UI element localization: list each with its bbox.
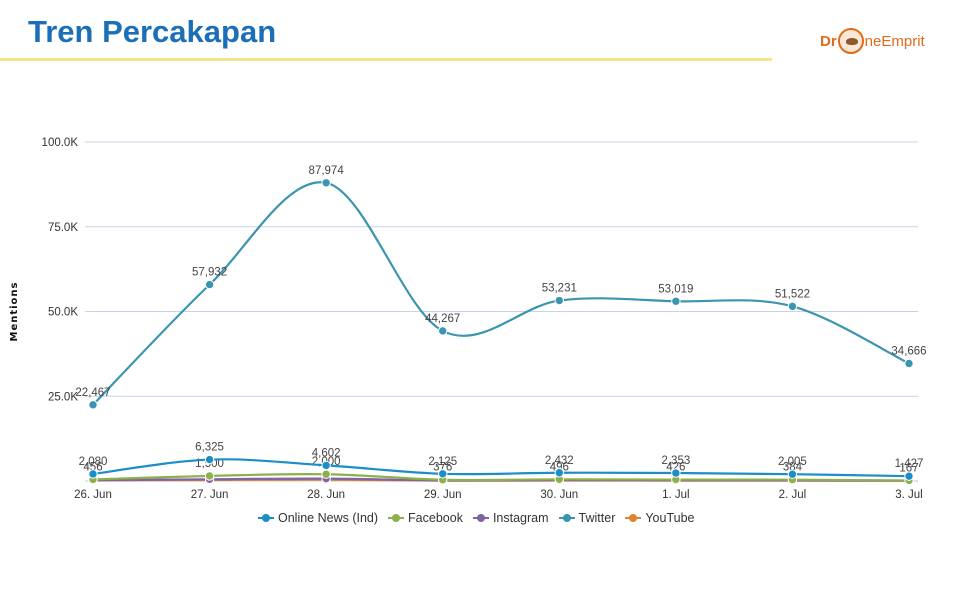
data-point-online-news-ind bbox=[88, 469, 98, 479]
data-point-online-news-ind bbox=[671, 468, 681, 478]
data-label-facebook: 426 bbox=[666, 462, 685, 474]
legend-label: Twitter bbox=[578, 511, 616, 525]
data-label-twitter: 34,666 bbox=[891, 345, 926, 357]
x-tick-label: 3. Jul bbox=[895, 489, 923, 501]
y-tick-label: 100.0K bbox=[42, 137, 79, 149]
legend-item-instagram[interactable]: Instagram bbox=[472, 511, 549, 525]
data-point-twitter bbox=[204, 279, 215, 290]
series-line-online-news-ind bbox=[92, 458, 910, 478]
data-point-twitter bbox=[904, 358, 914, 369]
x-tick-label: 27. Jun bbox=[191, 489, 229, 501]
data-label-twitter: 51,522 bbox=[775, 288, 810, 300]
data-label-facebook: 496 bbox=[550, 461, 569, 473]
chart-legend: Online News (Ind) Facebook Instagram Twitte… bbox=[258, 511, 694, 525]
data-label-online-news-ind: 2,125 bbox=[428, 456, 457, 468]
legend-marker bbox=[258, 513, 274, 523]
series-line-facebook bbox=[92, 472, 910, 482]
data-label-online-news-ind: 4,602 bbox=[312, 447, 341, 459]
data-label-online-news-ind: 2,005 bbox=[778, 456, 807, 468]
legend-item-online-news-ind[interactable]: Online News (Ind) bbox=[258, 511, 378, 525]
data-point-twitter bbox=[554, 295, 564, 306]
y-axis-title: Mentions bbox=[9, 281, 20, 341]
data-point-twitter bbox=[88, 400, 98, 410]
drone-emprit-logo: Dr neEmprit bbox=[820, 24, 925, 58]
data-point-online-news-ind bbox=[438, 469, 448, 479]
data-label-twitter: 87,974 bbox=[309, 165, 345, 177]
legend-marker bbox=[625, 513, 642, 523]
title-rule bbox=[0, 58, 772, 61]
legend-label: Facebook bbox=[408, 511, 463, 525]
data-label-facebook: 384 bbox=[783, 462, 803, 474]
x-tick-label: 26. Jun bbox=[74, 489, 112, 501]
x-tick-label: 29. Jun bbox=[424, 489, 462, 501]
data-label-twitter: 53,231 bbox=[542, 283, 577, 295]
data-label-twitter: 22,467 bbox=[75, 387, 110, 399]
data-label-twitter: 57,932 bbox=[192, 267, 227, 279]
x-tick-label: 1. Jul bbox=[662, 489, 690, 501]
series-line-twitter bbox=[92, 181, 910, 406]
legend-item-facebook[interactable]: Facebook bbox=[388, 511, 463, 525]
y-tick-label: 75.0K bbox=[48, 222, 78, 234]
data-label-online-news-ind: 2,432 bbox=[545, 455, 574, 467]
data-point-twitter bbox=[787, 301, 798, 312]
data-point-twitter bbox=[671, 296, 681, 306]
logo-prefix: Dr bbox=[820, 32, 837, 50]
data-label-twitter: 53,019 bbox=[658, 283, 693, 295]
logo-suffix: neEmprit bbox=[864, 32, 925, 50]
drone-bird-icon bbox=[837, 28, 864, 54]
data-point-online-news-ind bbox=[787, 469, 798, 479]
data-label-online-news-ind: 6,325 bbox=[195, 442, 224, 454]
x-tick-label: 2. Jul bbox=[779, 489, 807, 501]
legend-marker bbox=[472, 513, 489, 523]
y-tick-label: 50.0K bbox=[48, 307, 78, 319]
data-label-facebook: 167 bbox=[899, 462, 918, 474]
data-label-online-news-ind: 2,353 bbox=[661, 455, 690, 467]
legend-marker bbox=[558, 513, 575, 523]
data-point-twitter bbox=[438, 326, 448, 336]
data-point-twitter bbox=[321, 178, 331, 188]
x-tick-label: 28. Jun bbox=[307, 489, 345, 501]
x-tick-label: 30. Jun bbox=[540, 489, 578, 501]
legend-item-twitter[interactable]: Twitter bbox=[558, 511, 616, 525]
data-point-facebook bbox=[204, 471, 215, 481]
y-tick-label: 25.0K bbox=[48, 391, 78, 403]
data-point-online-news-ind bbox=[904, 471, 914, 481]
page-title: Tren Percakapan bbox=[28, 14, 277, 49]
legend-marker bbox=[388, 513, 405, 523]
data-point-online-news-ind bbox=[554, 468, 564, 478]
data-point-online-news-ind bbox=[204, 454, 215, 465]
legend-label: Instagram bbox=[492, 511, 549, 525]
data-label-facebook: 376 bbox=[433, 462, 452, 474]
legend-item-youtube[interactable]: YouTube bbox=[625, 511, 694, 525]
legend-label: YouTube bbox=[645, 511, 695, 525]
data-point-online-news-ind bbox=[321, 460, 331, 471]
data-label-online-news-ind: 2,080 bbox=[79, 456, 108, 468]
legend-label: Online News (Ind) bbox=[278, 511, 379, 525]
data-point-facebook bbox=[321, 469, 331, 479]
data-label-online-news-ind: 1,427 bbox=[895, 458, 924, 470]
data-label-facebook: 456 bbox=[83, 461, 102, 473]
data-label-twitter: 44,267 bbox=[425, 313, 460, 325]
